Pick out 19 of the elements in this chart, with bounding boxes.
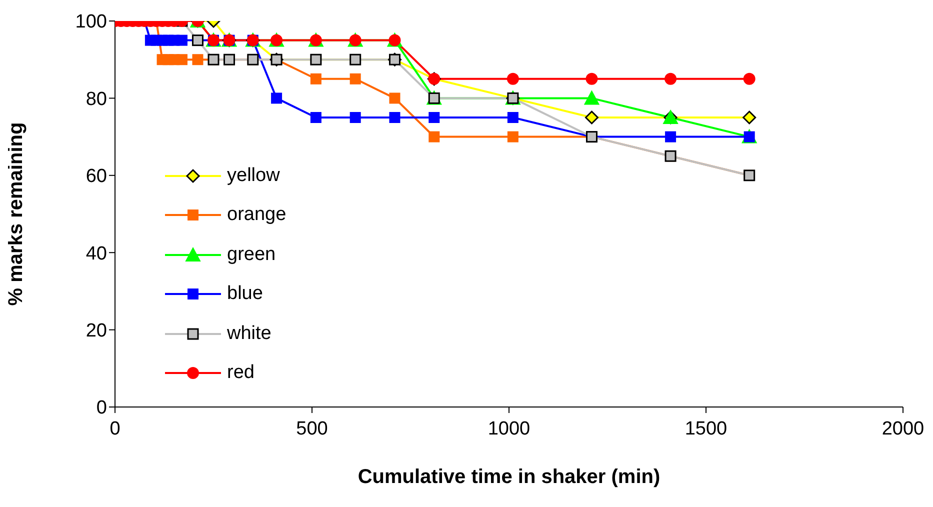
y-tick-label: 40 <box>86 243 107 264</box>
x-tick-label: 2000 <box>882 418 924 440</box>
legend-label: blue <box>227 283 263 306</box>
x-tick-label: 0 <box>110 418 120 440</box>
y-tick-label: 60 <box>86 166 107 188</box>
legend-label: red <box>227 362 254 384</box>
x-axis-title: Cumulative time in shaker (min) <box>358 466 660 488</box>
legend-label: yellow <box>227 164 280 187</box>
legend-label: green <box>227 244 276 266</box>
y-tick-label: 0 <box>96 398 107 419</box>
x-tick-label: 500 <box>296 418 328 440</box>
y-tick-label: 80 <box>86 88 107 110</box>
legend-label: white <box>227 322 272 345</box>
x-tick-label: 1500 <box>684 418 728 440</box>
y-axis-title: % marks remaining <box>5 122 28 306</box>
legend-label: orange <box>227 204 286 226</box>
y-tick-label: 100 <box>75 12 107 33</box>
y-tick-label: 20 <box>86 320 107 342</box>
x-tick-label: 1000 <box>488 418 530 440</box>
